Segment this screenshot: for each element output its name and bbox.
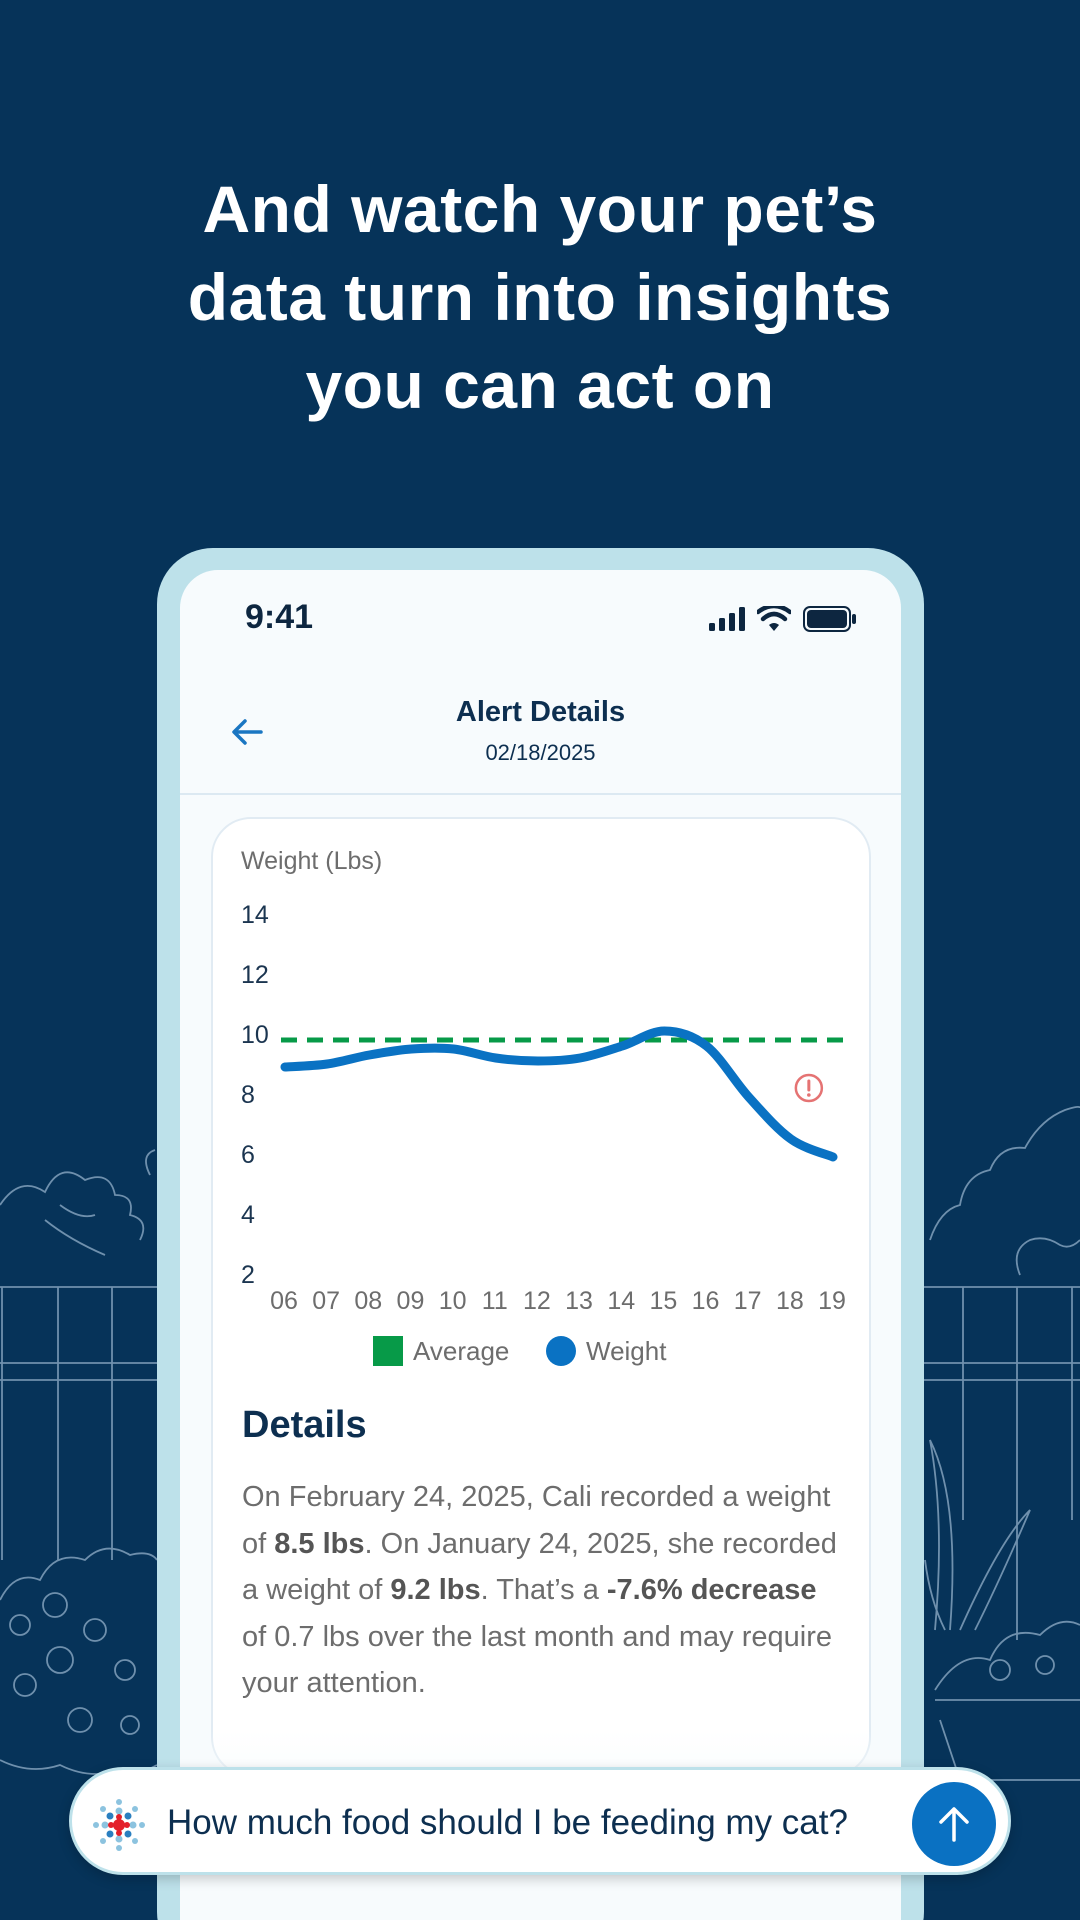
x-tick-label: 19 [818,1287,846,1315]
legend-swatch-average [373,1336,403,1366]
status-time: 9:41 [245,598,314,636]
weight-change: -7.6% decrease [606,1574,817,1606]
send-button[interactable] [912,1782,996,1866]
y-tick-label: 6 [241,1141,255,1169]
x-tick-label: 18 [776,1287,804,1315]
y-tick-label: 4 [241,1201,255,1229]
details-text-3: . That’s a [480,1574,607,1606]
y-tick-label: 14 [241,901,269,929]
x-tick-label: 07 [312,1287,340,1315]
legend-label: Weight [586,1336,667,1366]
nav-bar: Alert Details 02/18/2025 [180,680,901,795]
chat-prompt[interactable]: How much food should I be feeding my cat… [167,1803,848,1842]
details-text: On February 24, 2025, Cali recorded a we… [242,1474,842,1707]
battery-icon [803,606,856,632]
back-arrow-icon[interactable] [225,710,269,754]
headline-line-3: you can act on [305,348,775,422]
chart-card: Weight (Lbs) 14 12 10 8 6 4 2 06 07 08 09 10 11 12 13… [211,817,871,1777]
details-text-1: On February 24, 2025, Cali recorded a we… [242,1481,831,1560]
x-tick-label: 17 [734,1287,762,1315]
x-tick-label: 14 [607,1287,635,1315]
x-tick-label: 10 [439,1287,467,1315]
wifi-icon [757,606,791,631]
status-icons [709,606,857,632]
recent-weight: 8.5 lbs [274,1527,365,1560]
weight-line [280,1026,838,1162]
weight-chart: Weight (Lbs) 14 12 10 8 6 4 2 06 07 08 09 10 11 12 13… [241,847,851,1366]
ai-assistant-icon [93,1799,145,1851]
legend-item: Average [373,1336,509,1366]
chat-input-bar[interactable]: How much food should I be feeding my cat… [69,1767,1011,1875]
legend-swatch-weight [546,1336,576,1366]
legend-label: Average [413,1336,509,1366]
signal-icon [709,607,745,631]
y-tick-label: 12 [241,961,269,989]
phone-screen: 9:41 Alert Details 02/18/2025 Weight (Lb… [180,570,901,1920]
y-tick-label: 2 [241,1261,255,1289]
previous-weight: 9.2 lbs [390,1574,481,1606]
alert-date: 02/18/2025 [485,740,596,765]
alert-icon[interactable] [794,1073,824,1103]
x-tick-label: 13 [565,1287,593,1315]
headline-line-2: data turn into insights [187,260,893,334]
x-tick-label: 12 [523,1287,551,1315]
headline: And watch your pet’s data turn into insi… [0,165,1080,429]
details-text-4: of 0.7 lbs over the last month and may r… [242,1620,832,1700]
legend-item: Weight [546,1336,667,1366]
y-axis-label: Weight (Lbs) [241,847,382,875]
x-tick-label: 15 [649,1287,677,1315]
arrow-up-icon [939,1807,969,1842]
y-tick-label: 8 [241,1081,255,1109]
details-heading: Details [242,1404,367,1446]
headline-line-1: And watch your pet’s [202,172,878,246]
x-tick-label: 09 [397,1287,425,1315]
x-tick-label: 06 [270,1287,298,1315]
y-tick-label: 10 [241,1021,269,1049]
x-tick-label: 08 [354,1287,382,1315]
page-title: Alert Details [455,696,626,728]
x-tick-label: 11 [482,1287,508,1315]
x-tick-label: 16 [692,1287,720,1315]
details-text-2: . On January 24, 2025, she recorded a we… [242,1527,837,1607]
